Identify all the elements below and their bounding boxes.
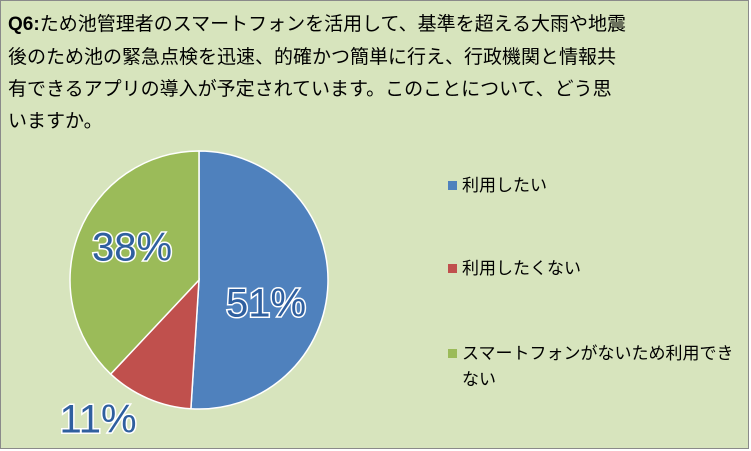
pie-slices	[69, 150, 329, 410]
pie-data-labels: 51% 11% 38%	[58, 224, 308, 443]
pie-slice-do-not-want	[109, 277, 200, 410]
data-label-do-not-want: 11%	[59, 398, 136, 442]
legend-item-no-smartphone: スマートフォンがないため利用できない	[448, 341, 742, 393]
legend-swatch	[448, 264, 457, 273]
data-label-want-to-use: 51%	[226, 282, 306, 326]
pie-slice-want-to-use	[190, 150, 329, 410]
legend-swatch	[448, 349, 457, 358]
legend-swatch	[448, 181, 457, 190]
data-label-no-smartphone: 38%	[92, 226, 172, 270]
question-text: Q6:ため池管理者のスマートフォンを活用して、基準を超える大雨や地震後のため池の…	[8, 8, 628, 137]
legend-label: 利用したくない	[462, 259, 581, 279]
legend-label: スマートフォンがないため利用できない	[462, 344, 734, 390]
pie-slice-no-smartphone	[69, 150, 200, 376]
legend-label: 利用したい	[462, 176, 547, 196]
question-id: Q6:	[8, 14, 40, 35]
legend-item-want-to-use: 利用したい	[448, 173, 742, 199]
legend-item-do-not-want: 利用したくない	[448, 256, 742, 282]
question-body: ため池管理者のスマートフォンを活用して、基準を超える大雨や地震後のため池の緊急点…	[8, 13, 627, 132]
